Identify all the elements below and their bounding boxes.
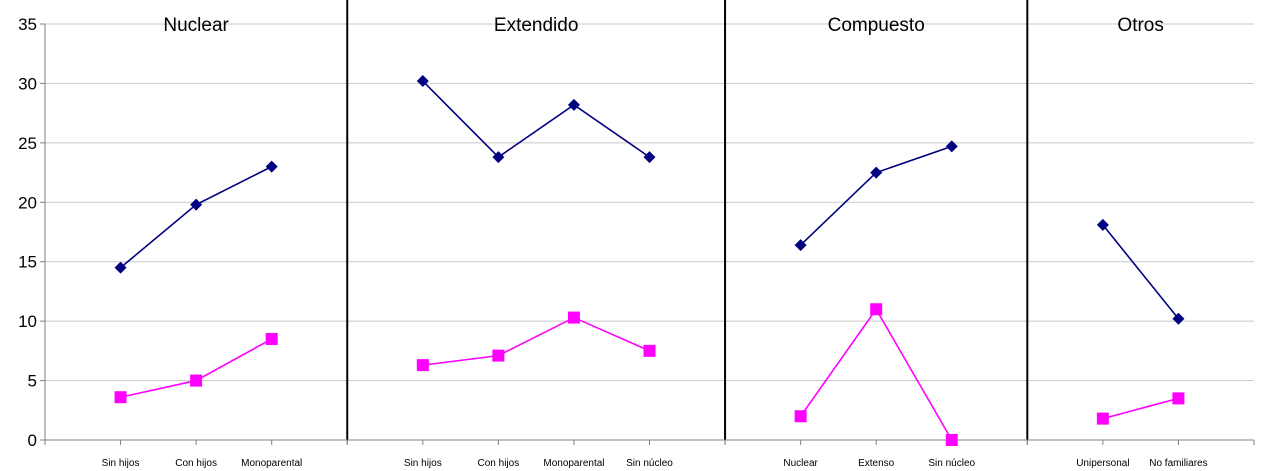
x-tick-label: Sin hijos (102, 458, 140, 469)
series-line (1102, 397, 1179, 420)
data-point-diamond (567, 98, 580, 111)
series-line (800, 145, 953, 246)
series-line (120, 338, 273, 398)
x-tick-label: No familiares (1149, 458, 1207, 469)
series-line (1102, 224, 1180, 320)
x-tick-label: Monoparental (543, 458, 604, 469)
y-tick-label: 15 (18, 253, 37, 272)
y-tick-label: 20 (18, 193, 37, 212)
group-label: Nuclear (163, 15, 229, 36)
x-tick-label: Monoparental (241, 458, 302, 469)
x-tick-label: Extenso (858, 458, 895, 469)
data-point-diamond (114, 261, 127, 274)
data-point-diamond (794, 239, 807, 252)
data-point-square (1096, 412, 1109, 425)
data-point-square (567, 311, 580, 324)
data-point-diamond (1172, 312, 1185, 325)
data-point-square (794, 410, 807, 423)
y-tick-label: 5 (28, 372, 37, 391)
x-tick-label: Unipersonal (1076, 458, 1129, 469)
data-point-square (265, 332, 278, 345)
series-line (422, 316, 650, 366)
series-line (422, 80, 650, 159)
y-tick-label: 0 (28, 431, 37, 450)
y-tick-label: 30 (18, 74, 37, 93)
group-label: Extendido (494, 15, 579, 36)
group-label: Otros (1117, 15, 1163, 36)
series-line (799, 307, 953, 441)
group-label: Compuesto (828, 15, 925, 36)
x-tick-label: Sin núcleo (626, 458, 673, 469)
data-point-square (945, 434, 958, 446)
data-point-diamond (643, 151, 656, 164)
data-point-square (190, 374, 203, 387)
data-point-diamond (265, 160, 278, 173)
data-point-diamond (492, 151, 505, 164)
data-point-diamond (1096, 218, 1109, 231)
data-point-diamond (945, 140, 958, 153)
data-point-diamond (190, 198, 203, 211)
data-point-square (1172, 392, 1185, 405)
x-tick-label: Sin hijos (404, 458, 442, 469)
y-tick-label: 10 (18, 312, 37, 331)
data-point-square (492, 349, 505, 362)
series-line (120, 165, 273, 269)
x-tick-label: Sin núcleo (928, 458, 975, 469)
data-point-diamond (416, 75, 429, 88)
y-tick-label: 35 (18, 15, 37, 34)
x-tick-label: Con hijos (478, 458, 520, 469)
data-point-square (870, 303, 883, 316)
data-point-diamond (870, 166, 883, 179)
data-point-square (643, 344, 656, 357)
data-point-square (416, 359, 429, 372)
x-tick-label: Nuclear (783, 458, 818, 469)
y-tick-label: 25 (18, 134, 37, 153)
x-tick-label: Con hijos (175, 458, 217, 469)
data-point-square (114, 391, 127, 404)
